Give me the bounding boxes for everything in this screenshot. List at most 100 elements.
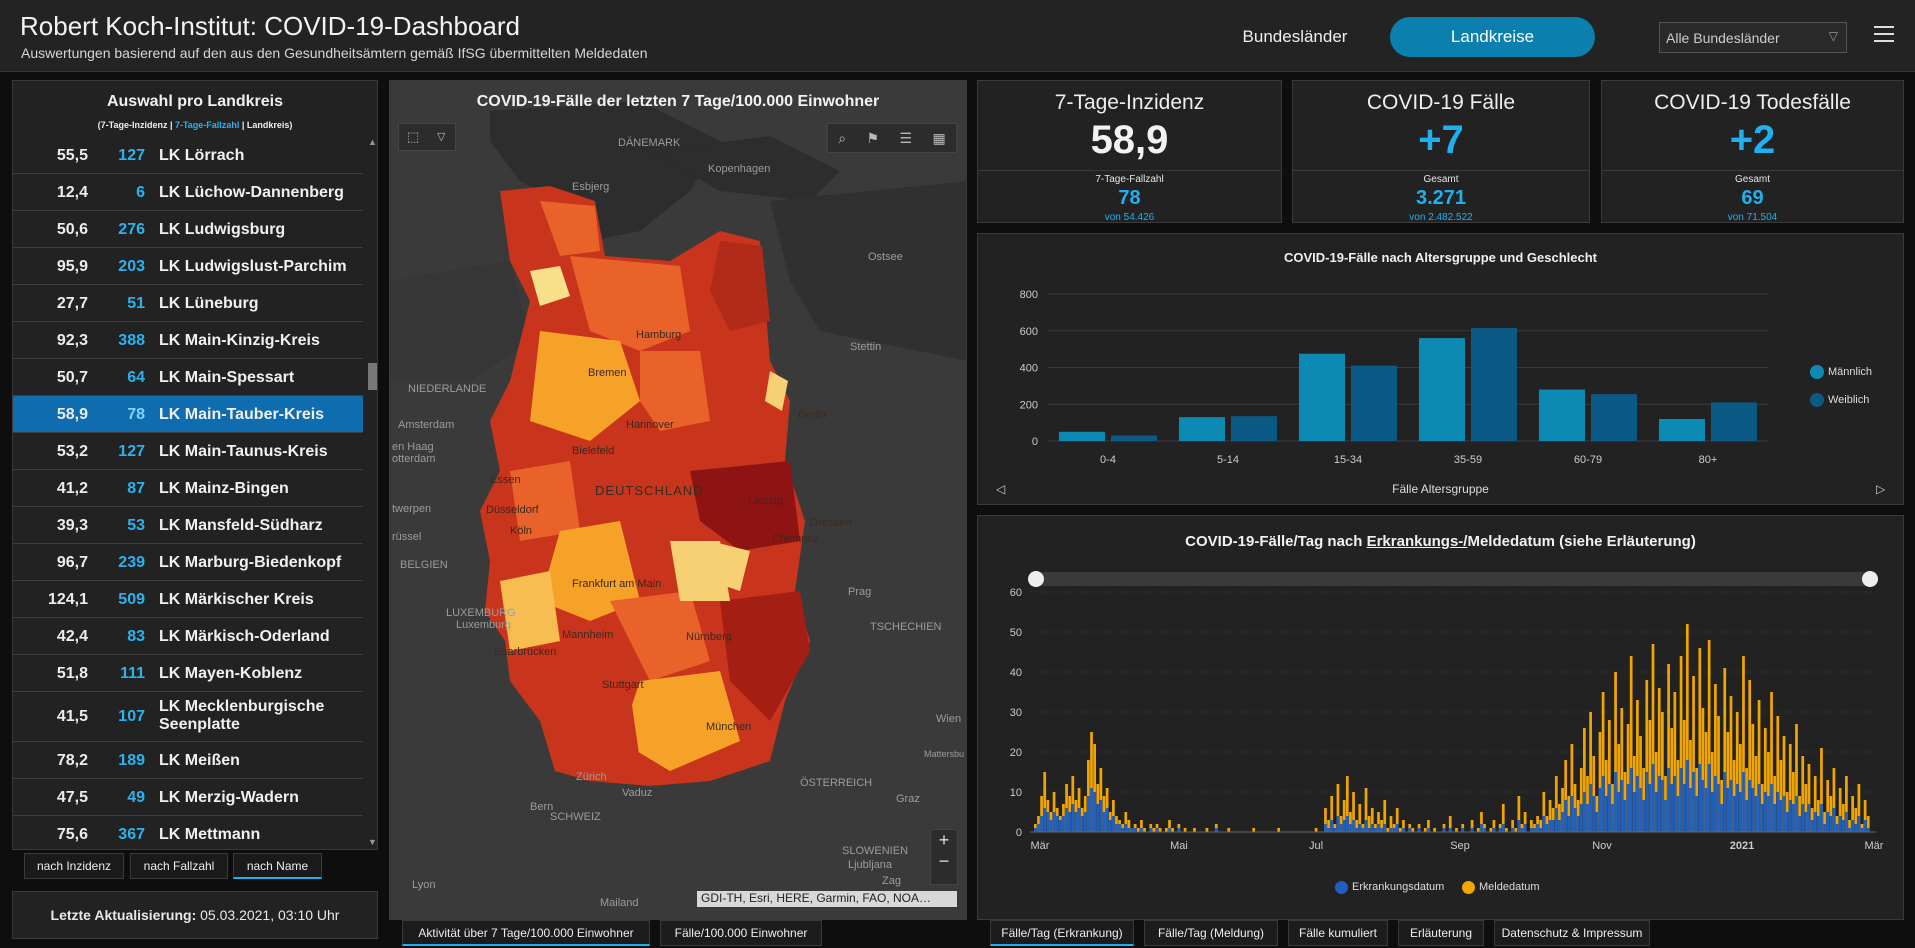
tab-datenschutz-impressum[interactable]: Datenschutz & Impressum [1494,920,1650,946]
list-scrollbar[interactable]: ▲ ▼ [366,137,378,847]
legend-label[interactable]: Weiblich [1828,394,1870,406]
germany-map[interactable] [390,81,967,920]
bar-erkrankungsdatum [1723,772,1727,832]
x-tick-label: 2021 [1730,840,1754,852]
bar-erkrankungsdatum [1339,824,1343,832]
bar-meldedatum [1398,828,1402,832]
list-item[interactable]: 50,7 64 LK Main-Spessart [13,359,363,396]
bundesland-select[interactable]: Alle Bundesländer ▽ [1659,22,1847,53]
chevron-right-icon[interactable]: ▷ [1876,482,1886,496]
list-item[interactable]: 42,4 83 LK Märkisch-Oderland [13,618,363,655]
bar-meldedatum [1277,828,1281,832]
list-item[interactable]: 92,3 388 LK Main-Kinzig-Kreis [13,322,363,359]
bar-meldedatum [1136,828,1140,832]
bar-erkrankungsdatum [1058,820,1062,832]
list-item[interactable]: 50,6 276 LK Ludwigsburg [13,211,363,248]
zoom-out-button[interactable]: − [938,851,950,871]
sort-by-inzidenz-button[interactable]: nach Inzidenz [24,853,124,879]
sort-by-name-button[interactable]: nach Name [233,853,322,879]
sort-by-fallzahl-button[interactable]: nach Fallzahl [130,853,228,879]
hamburger-menu-icon[interactable] [1874,26,1894,44]
landkreis-name: LK Main-Tauber-Kreis [159,406,325,423]
landkreis-list[interactable]: 55,5 127 LK Lörrach 12,4 6 LK Lüchow-Dannenbe… [13,137,363,847]
bar-erkrankungsdatum [1511,828,1514,832]
landkreise-button[interactable]: Landkreise [1390,17,1595,57]
kpi-of-total: von 71.504 [1727,212,1778,223]
landkreis-name: LK Meißen [159,752,240,769]
map-panel[interactable]: COVID-19-Fälle der letzten 7 Tage/100.00… [389,80,967,920]
bundeslaender-button[interactable]: Bundesländer [1242,27,1348,46]
legend-list-icon[interactable]: ☰ [899,129,913,146]
kpi-todesfaelle: COVID-19 Todesfälle +2 Gesamt 69 von 71.… [1601,80,1904,223]
tab-faelle-100000[interactable]: Fälle/100.000 Einwohner [660,920,822,946]
chevron-left-icon[interactable]: ◁ [996,482,1006,496]
bar-maennlich [1419,338,1465,441]
list-item[interactable]: 41,5 107 LK Mecklenburgische Seenplatte [13,692,363,742]
list-item[interactable]: 39,3 53 LK Mansfeld-Südharz [13,507,363,544]
bar-erkrankungsdatum [1111,816,1115,832]
tab-faelle-tag-erkrankung[interactable]: Fälle/Tag (Erkrankung) [990,920,1134,946]
bookmark-icon[interactable]: ⚑ [866,129,880,146]
bar-meldedatum [1698,648,1702,832]
fallzahl-value: 509 [118,591,145,608]
select-region-icon[interactable]: ⬚ [407,129,420,144]
bar-erkrankungsdatum [1670,784,1674,832]
bar-erkrankungsdatum [1130,828,1134,832]
list-item[interactable]: 53,2 127 LK Main-Taunus-Kreis [13,433,363,470]
bar-erkrankungsdatum [1845,812,1848,832]
daily-cases-chart[interactable]: 0 10 20 30 40 50 60 Mär Mai Jul Sep Nov 2021 Mär [978,516,1905,921]
bar-meldedatum [1823,812,1826,832]
bar-erkrankungsdatum [1049,820,1053,832]
scroll-up-icon[interactable]: ▲ [368,137,377,147]
inzidenz-value: 12,4 [56,184,88,201]
chevron-down-icon[interactable]: ▽ [437,131,446,143]
legend-label[interactable]: Erkrankungsdatum [1352,881,1445,893]
list-item[interactable]: 47,5 49 LK Merzig-Wadern [13,779,363,816]
list-item[interactable]: 41,2 87 LK Mainz-Bingen [13,470,363,507]
basemap-gallery-icon[interactable]: ▦ [932,129,946,146]
bar-erkrankungsdatum [1427,828,1430,832]
legend-swatch-weiblich[interactable] [1810,393,1824,407]
list-item[interactable]: 12,4 6 LK Lüchow-Dannenberg [13,174,363,211]
legend-label[interactable]: Männlich [1828,366,1873,378]
bar-erkrankungsdatum [1168,828,1171,832]
bar-erkrankungsdatum [1729,780,1733,832]
list-item[interactable]: 124,1 509 LK Märkischer Kreis [13,581,363,618]
chevron-down-icon: ▽ [1828,29,1838,43]
legend-swatch-erkrankungsdatum[interactable] [1335,881,1348,894]
scrollbar-thumb[interactable] [368,363,377,390]
list-title: Auswahl pro Landkreis [106,93,284,110]
tab-faelle-kumuliert[interactable]: Fälle kumuliert [1288,920,1388,946]
tab-faelle-tag-meldung[interactable]: Fälle/Tag (Meldung) [1144,920,1278,946]
bar-meldedatum [1723,668,1727,832]
tab-aktivitaet-7-tage[interactable]: Aktivität über 7 Tage/100.000 Einwohner [402,920,650,946]
bar-meldedatum [1620,708,1624,832]
list-item[interactable]: 55,5 127 LK Lörrach [13,137,363,174]
list-item[interactable]: 58,9 78 LK Main-Tauber-Kreis [13,396,363,433]
tab-erlaeuterung[interactable]: Erläuterung [1398,920,1484,946]
search-icon[interactable]: ⌕ [838,129,847,146]
legend-swatch-maennlich[interactable] [1810,365,1824,379]
bar-erkrankungsdatum [1738,792,1742,832]
map-label: TSCHECHIEN [870,621,942,633]
list-item[interactable]: 75,6 367 LK Mettmann [13,816,363,847]
bar-erkrankungsdatum [1667,768,1670,832]
list-item[interactable]: 96,7 239 LK Marburg-Biedenkopf [13,544,363,581]
bar-erkrankungsdatum [1214,828,1218,832]
kpi-value: +2 [1729,118,1776,162]
list-item[interactable]: 51,8 111 LK Mayen-Koblenz [13,655,363,692]
map-select-tool[interactable]: ⬚ ▽ [398,123,456,151]
list-item[interactable]: 78,2 189 LK Meißen [13,742,363,779]
age-gender-chart[interactable]: 0 200 400 600 800 0-4 5-14 15-34 35-59 60-79 80+ [978,234,1905,506]
bar-meldedatum [1040,796,1043,832]
bar-erkrankungsdatum [1127,828,1131,832]
legend-swatch-meldedatum[interactable] [1462,881,1475,894]
x-tick-label: 80+ [1699,454,1718,466]
list-item[interactable]: 95,9 203 LK Ludwigslust-Parchim [13,248,363,285]
list-item[interactable]: 27,7 51 LK Lüneburg [13,285,363,322]
zoom-in-button[interactable]: + [938,830,950,850]
legend-label[interactable]: Meldedatum [1479,881,1540,893]
scroll-down-icon[interactable]: ▼ [368,837,377,847]
bar-erkrankungsdatum [1542,816,1546,832]
bar-erkrankungsdatum [1583,792,1586,832]
